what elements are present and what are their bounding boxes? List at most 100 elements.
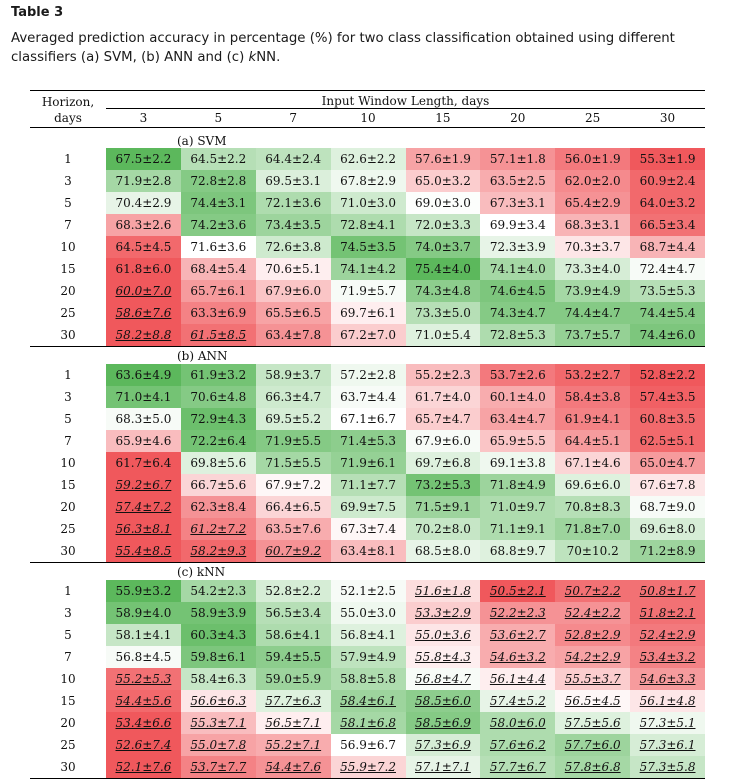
accuracy-value: 52.8±2.2 <box>265 584 322 598</box>
accuracy-value: 73.2±5.3 <box>415 478 471 492</box>
accuracy-cell: 68.7±4.4 <box>630 236 705 258</box>
accuracy-cell: 67.9±6.0 <box>255 280 331 302</box>
accuracy-cell: 65.9±5.5 <box>480 430 556 452</box>
accuracy-cell: 68.8±9.7 <box>480 540 556 563</box>
accuracy-cell: 70.2±8.0 <box>405 518 481 540</box>
accuracy-value: 50.8±1.7 <box>639 584 696 598</box>
accuracy-value: 66.5±3.4 <box>639 218 696 232</box>
accuracy-value: 66.3±4.7 <box>265 390 322 404</box>
table-row: 3 71.0±4.1 70.6±4.8 66.3±4.7 63.7±4.4 61.7±4.… <box>30 386 705 408</box>
accuracy-value: 74.2±3.6 <box>190 218 247 232</box>
accuracy-value: 55.9±3.2 <box>115 584 172 598</box>
accuracy-cell: 51.8±2.1 <box>630 602 705 624</box>
horizon-cell: 30 <box>30 756 106 779</box>
accuracy-cell: 52.8±2.2 <box>255 580 331 602</box>
accuracy-value: 60.3±4.3 <box>190 628 247 642</box>
accuracy-value: 69.5±3.1 <box>265 174 322 188</box>
accuracy-value: 55.3±1.9 <box>639 152 696 166</box>
accuracy-value: 69.0±3.0 <box>415 196 471 210</box>
table-row: 20 57.4±7.2 62.3±8.4 66.4±6.5 69.9±7.5 71.5±9… <box>30 496 705 518</box>
accuracy-cell: 75.4±4.0 <box>405 258 481 280</box>
accuracy-cell: 70.8±8.3 <box>555 496 631 518</box>
accuracy-cell: 67.6±7.8 <box>630 474 705 496</box>
accuracy-value: 69.6±6.0 <box>564 478 621 492</box>
accuracy-value: 65.0±3.2 <box>415 174 471 188</box>
accuracy-cell: 54.6±3.2 <box>480 646 556 668</box>
accuracy-cell: 52.1±2.5 <box>330 580 406 602</box>
horizon-cell: 5 <box>64 196 72 210</box>
table-caption: Averaged prediction accuracy in percenta… <box>11 29 737 67</box>
accuracy-value: 54.6±3.2 <box>489 650 546 664</box>
column-header: 3 <box>106 108 181 128</box>
accuracy-cell: 58.6±7.6 <box>106 302 181 324</box>
accuracy-cell: 65.0±4.7 <box>630 452 705 474</box>
accuracy-value: 69.7±6.8 <box>415 456 471 470</box>
accuracy-cell: 71.6±3.6 <box>180 236 256 258</box>
accuracy-value: 53.6±2.7 <box>489 628 546 642</box>
accuracy-value: 56.9±6.7 <box>340 738 396 752</box>
accuracy-cell: 71.5±5.5 <box>255 452 331 474</box>
accuracy-value: 52.1±2.5 <box>340 584 396 598</box>
accuracy-value: 72.0±3.3 <box>415 218 471 232</box>
accuracy-value: 56.3±8.1 <box>115 522 172 536</box>
accuracy-value: 74.4±4.7 <box>564 306 621 320</box>
accuracy-value: 72.1±3.6 <box>265 196 322 210</box>
accuracy-value: 70.4±2.9 <box>115 196 172 210</box>
accuracy-value: 60.0±7.0 <box>115 284 172 298</box>
accuracy-cell: 60.3±4.3 <box>180 624 256 646</box>
accuracy-cell: 71.0±5.4 <box>405 324 481 347</box>
accuracy-value: 69.5±5.2 <box>265 412 322 426</box>
accuracy-cell: 69.1±3.8 <box>480 452 556 474</box>
accuracy-value: 51.6±1.8 <box>415 584 471 598</box>
accuracy-value: 71.0±5.4 <box>415 328 471 342</box>
accuracy-value: 55.9±7.2 <box>340 760 396 774</box>
horizon-cell: 10 <box>60 672 76 686</box>
accuracy-cell: 71.0±4.1 <box>106 386 181 408</box>
accuracy-value: 74.5±3.5 <box>340 240 396 254</box>
accuracy-value: 62.5±5.1 <box>639 434 696 448</box>
accuracy-cell: 71.9±2.8 <box>106 170 181 192</box>
accuracy-cell: 57.1±1.8 <box>480 148 556 170</box>
accuracy-value: 71.9±5.5 <box>265 434 322 448</box>
accuracy-value: 58.9±4.0 <box>115 606 172 620</box>
accuracy-cell: 61.7±4.0 <box>405 386 481 408</box>
accuracy-value: 61.8±6.0 <box>115 262 172 276</box>
accuracy-cell: 61.9±3.2 <box>180 364 256 386</box>
horizon-cell: 7 <box>64 434 72 448</box>
accuracy-cell: 56.5±4.5 <box>555 690 631 712</box>
accuracy-value: 62.0±2.0 <box>564 174 621 188</box>
accuracy-value: 67.6±7.8 <box>639 478 696 492</box>
accuracy-cell: 58.9±4.0 <box>106 602 181 624</box>
accuracy-value: 56.1±4.8 <box>639 694 696 708</box>
accuracy-cell: 55.0±7.8 <box>180 734 256 756</box>
accuracy-cell: 56.8±4.1 <box>330 624 406 646</box>
table-row: 7 68.3±2.6 74.2±3.6 73.4±3.5 72.8±4.1 72.0±3.… <box>30 214 705 236</box>
horizon-cell: 3 <box>64 606 72 620</box>
accuracy-cell: 56.6±6.3 <box>180 690 256 712</box>
column-header: 20 <box>480 108 556 128</box>
accuracy-value: 73.3±5.0 <box>415 306 471 320</box>
accuracy-cell: 56.9±6.7 <box>330 734 406 756</box>
accuracy-value: 72.2±6.4 <box>190 434 247 448</box>
horizon-cell: 30 <box>30 324 106 347</box>
horizon-cell: 10 <box>60 456 76 470</box>
section-label: (a) SVM <box>177 134 227 148</box>
accuracy-value: 58.4±6.3 <box>190 672 247 686</box>
accuracy-value: 65.9±4.6 <box>115 434 172 448</box>
accuracy-cell: 72.6±3.8 <box>255 236 331 258</box>
accuracy-cell: 52.4±2.9 <box>630 624 705 646</box>
accuracy-cell: 57.7±6.3 <box>255 690 331 712</box>
accuracy-cell: 65.0±3.2 <box>405 170 481 192</box>
accuracy-cell: 56.8±4.5 <box>106 646 181 668</box>
accuracy-cell: 67.8±2.9 <box>330 170 406 192</box>
table-row: 7 56.8±4.5 59.8±6.1 59.4±5.5 57.9±4.9 55.8±4.… <box>30 646 705 668</box>
accuracy-value: 60.7±9.2 <box>265 544 322 558</box>
accuracy-value: 58.6±7.6 <box>115 306 172 320</box>
horizon-cell: 3 <box>64 390 72 404</box>
accuracy-value: 73.5±5.3 <box>639 284 696 298</box>
accuracy-cell: 73.4±3.5 <box>255 214 331 236</box>
accuracy-cell: 67.2±7.0 <box>330 324 406 347</box>
accuracy-value: 55.2±7.1 <box>265 738 322 752</box>
accuracy-cell: 68.5±8.0 <box>405 540 481 563</box>
table-row: 30 55.4±8.5 58.2±9.3 60.7±9.2 63.4±8.1 68.5±8… <box>30 540 705 563</box>
